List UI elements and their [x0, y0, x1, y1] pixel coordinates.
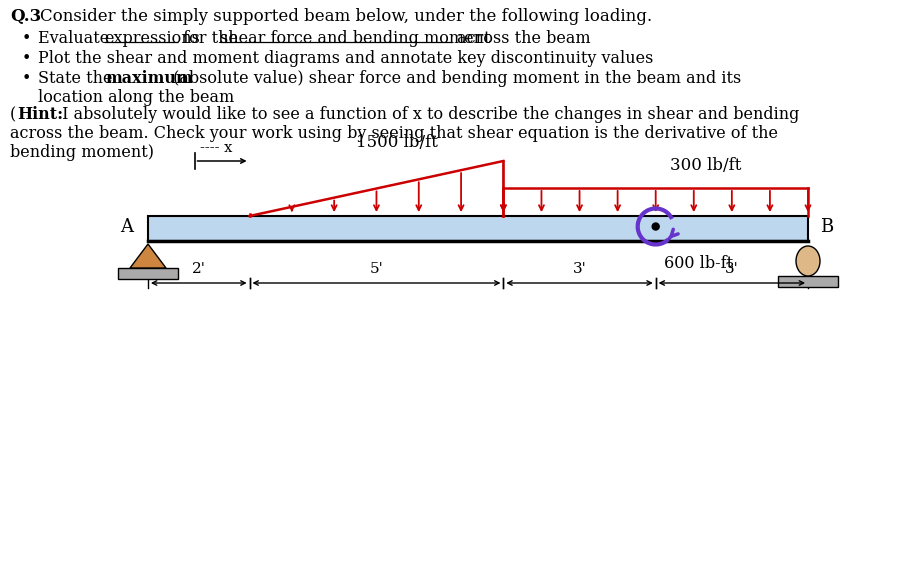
Text: Evaluate: Evaluate [38, 30, 114, 47]
Text: 1500 lb/ft: 1500 lb/ft [356, 134, 437, 151]
Bar [148, 216, 808, 241]
Text: 3': 3' [725, 262, 739, 276]
Text: expressions: expressions [104, 30, 200, 47]
Text: Q.3: Q.3 [10, 8, 41, 25]
Text: ---- x: ---- x [199, 141, 232, 155]
Bar [778, 276, 838, 287]
Text: State the: State the [38, 70, 118, 87]
Text: (absolute value) shear force and bending moment in the beam and its: (absolute value) shear force and bending… [168, 70, 742, 87]
Text: 2': 2' [192, 262, 205, 276]
Ellipse shape [796, 246, 820, 276]
Text: Plot the shear and moment diagrams and annotate key discontinuity values: Plot the shear and moment diagrams and a… [38, 50, 653, 67]
Text: 600 lb-ft: 600 lb-ft [664, 255, 733, 272]
Text: •: • [22, 70, 32, 87]
Text: B: B [820, 219, 833, 237]
Text: location along the beam: location along the beam [38, 89, 234, 106]
Text: Consider the simply supported beam below, under the following loading.: Consider the simply supported beam below… [40, 8, 652, 25]
Bar [118, 268, 178, 279]
Text: I absolutely would like to see a function of x to describe the changes in shear : I absolutely would like to see a functio… [57, 106, 799, 123]
Text: across the beam: across the beam [452, 30, 591, 47]
Text: (: ( [10, 106, 16, 123]
Text: for the: for the [178, 30, 243, 47]
Text: Hint:: Hint: [17, 106, 63, 123]
Text: bending moment): bending moment) [10, 144, 154, 161]
Text: 3': 3' [573, 262, 587, 276]
Circle shape [652, 223, 660, 230]
Text: A: A [120, 219, 133, 237]
Text: •: • [22, 30, 32, 47]
Text: across the beam. Check your work using by seeing that shear equation is the deri: across the beam. Check your work using b… [10, 125, 778, 142]
Text: shear force and bending moment: shear force and bending moment [220, 30, 490, 47]
Text: 300 lb/ft: 300 lb/ft [670, 157, 742, 174]
Text: •: • [22, 50, 32, 67]
Text: 5': 5' [369, 262, 383, 276]
Polygon shape [130, 244, 166, 268]
Text: maximum: maximum [105, 70, 193, 87]
